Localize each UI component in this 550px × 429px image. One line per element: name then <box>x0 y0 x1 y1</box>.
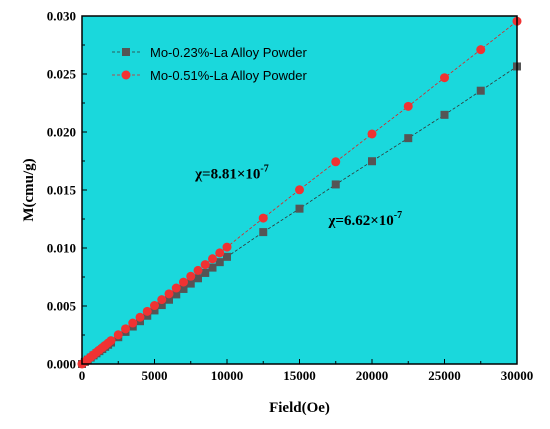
series-0-point <box>157 301 166 310</box>
series-1-point <box>215 248 225 258</box>
y-tick-label: 0.025 <box>47 67 77 82</box>
series-0-point <box>179 284 188 293</box>
legend: Mo-0.23%-La Alloy Powder Mo-0.51%-La All… <box>112 45 307 83</box>
legend-label-1: Mo-0.51%-La Alloy Powder <box>150 68 307 83</box>
series-1-point <box>200 260 210 270</box>
series-1-point <box>121 324 130 334</box>
series-0-point <box>201 268 210 277</box>
series-1-point <box>106 336 116 346</box>
y-tick-labels: 0.000 0.005 0.010 0.015 0.020 0.025 0.030 <box>47 9 77 372</box>
x-tick-label: 25000 <box>428 368 461 383</box>
series-0-point <box>165 295 173 304</box>
series-1-point <box>164 289 174 299</box>
series-1-point <box>113 330 123 340</box>
annotation-chi-1: χ=6.62×10-7 <box>328 210 403 229</box>
series-0-point <box>331 180 340 189</box>
series-1-point <box>367 129 377 139</box>
series-0-point <box>186 279 195 288</box>
series-1-point <box>403 101 413 111</box>
legend-item-0: Mo-0.23%-La Alloy Powder <box>112 45 307 60</box>
annotation-chi-1-exp: -7 <box>394 210 402 221</box>
x-tick-label: 30000 <box>501 368 534 383</box>
annotation-chi-0-exp: -7 <box>260 163 268 174</box>
series-1-point <box>193 265 203 275</box>
y-tick-label: 0.020 <box>47 125 76 140</box>
x-tick-labels: 0 5000 10000 15000 20000 25000 30000 <box>79 368 534 383</box>
series-0-point <box>172 290 181 299</box>
series-0-point <box>208 263 217 272</box>
y-tick-label: 0.010 <box>47 241 76 256</box>
x-tick-label: 10000 <box>211 368 244 383</box>
plot-frame <box>81 15 518 365</box>
y-tick-label: 0.000 <box>47 357 76 372</box>
annotation-chi-0-base: χ=8.81×10 <box>194 166 260 182</box>
series-1-point <box>142 306 152 316</box>
series-1-point <box>171 283 181 293</box>
series-0-point <box>476 86 485 95</box>
series-1-point <box>150 301 159 311</box>
series-1-point <box>258 213 268 223</box>
y-tick-label: 0.005 <box>47 299 77 314</box>
series-0-point <box>150 306 159 315</box>
series-1-point <box>186 271 196 281</box>
x-axis-title: Field(Oe) <box>269 400 330 416</box>
legend-marker-1 <box>121 70 131 80</box>
series-0-point <box>194 274 202 283</box>
series-1-point <box>331 157 341 167</box>
x-tick-label: 15000 <box>283 368 316 383</box>
legend-label-0: Mo-0.23%-La Alloy Powder <box>150 45 307 60</box>
annotation-chi-1-base: χ=6.62×10 <box>328 213 394 229</box>
series-1-point <box>157 295 167 305</box>
series-0-point <box>223 252 231 261</box>
series-0-point <box>215 258 224 267</box>
series-1-point <box>179 277 188 287</box>
legend-marker-0 <box>122 48 130 56</box>
x-tick-label: 5000 <box>142 368 168 383</box>
series-0-point <box>295 204 304 213</box>
series-0-point <box>259 228 268 237</box>
y-tick-label: 0.015 <box>47 183 77 198</box>
legend-item-1: Mo-0.51%-La Alloy Powder <box>112 68 307 83</box>
series-0-point <box>368 157 376 166</box>
annotation-chi-0: χ=8.81×10-7 <box>194 163 269 182</box>
y-axis-title: M(cmu/g) <box>21 158 37 221</box>
series-0-point <box>404 134 413 143</box>
x-tick-label: 0 <box>79 368 86 383</box>
y-tick-label: 0.030 <box>47 9 76 24</box>
series-1-point <box>440 73 449 83</box>
x-tick-label: 20000 <box>356 368 389 383</box>
series-1-point <box>295 185 304 195</box>
series-1-point <box>208 254 217 264</box>
series-1-point <box>128 318 138 328</box>
series-layer <box>77 16 522 369</box>
series-1-point <box>476 45 486 55</box>
series-1-point <box>222 242 232 252</box>
series-0-point <box>440 110 449 119</box>
series-1-point <box>135 312 145 322</box>
